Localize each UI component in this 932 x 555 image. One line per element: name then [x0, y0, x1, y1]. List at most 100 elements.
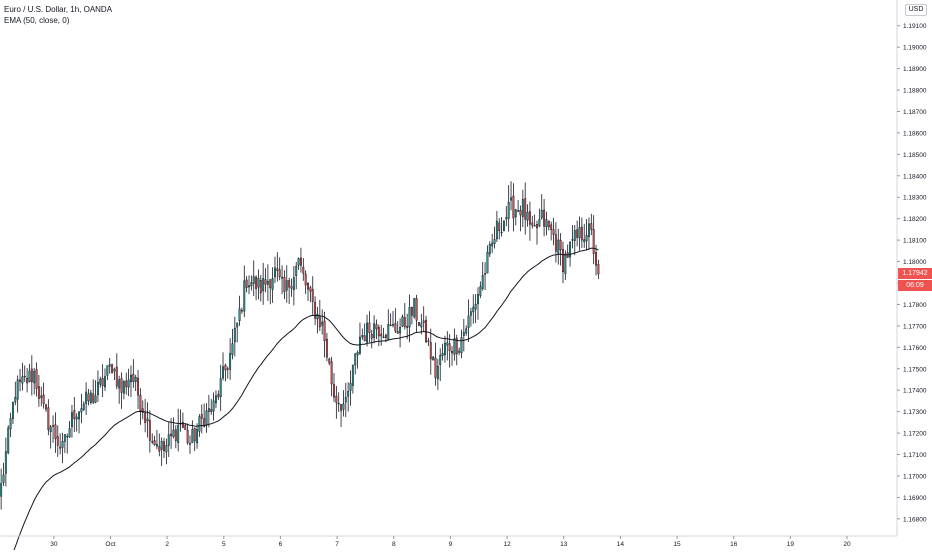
candle	[472, 294, 475, 324]
price-tick-label: 1.17100	[903, 452, 927, 459]
candle	[0, 468, 3, 510]
candle	[519, 205, 522, 232]
candle	[533, 214, 536, 227]
candle	[148, 410, 151, 453]
candle	[259, 274, 262, 302]
candle	[281, 265, 284, 295]
price-tick-label: 1.18600	[903, 130, 927, 137]
time-tick-label: 19	[787, 541, 795, 548]
candle	[132, 359, 135, 388]
candle	[554, 222, 557, 263]
candle	[122, 380, 125, 400]
candle	[285, 265, 288, 303]
candle	[321, 309, 324, 335]
candle	[75, 413, 78, 432]
candle	[299, 247, 302, 273]
candle	[248, 275, 250, 295]
candle	[118, 375, 121, 404]
candle	[358, 322, 361, 356]
candle	[578, 216, 581, 251]
price-tick-label: 1.18400	[903, 173, 927, 180]
candle	[368, 311, 371, 343]
candle	[514, 208, 517, 226]
candle	[361, 328, 364, 340]
candle	[396, 321, 399, 334]
candle	[392, 311, 394, 328]
candle	[61, 432, 64, 464]
candle	[455, 334, 458, 366]
candle	[233, 316, 236, 357]
candle	[189, 435, 191, 454]
price-tick-label: 1.17000	[903, 473, 927, 480]
candle	[521, 189, 524, 228]
candle	[99, 376, 102, 388]
candle	[165, 438, 168, 465]
candle	[250, 275, 253, 291]
candle	[420, 313, 423, 335]
candle	[576, 220, 579, 247]
time-tick-label: 30	[50, 541, 58, 548]
candle	[356, 350, 359, 369]
candle	[170, 418, 173, 449]
candle	[528, 201, 531, 241]
candle	[70, 404, 73, 438]
candle	[276, 252, 279, 282]
price-tick-label: 1.17700	[903, 323, 927, 330]
candle	[134, 374, 137, 392]
candle	[255, 275, 258, 301]
candle	[63, 434, 66, 453]
price-tick-label: 1.18100	[903, 238, 927, 245]
candle	[4, 437, 7, 487]
candle	[226, 366, 229, 379]
candle	[219, 364, 222, 412]
candle	[491, 233, 494, 253]
candle	[238, 295, 241, 326]
candle	[66, 433, 69, 454]
candle	[26, 368, 29, 393]
price-tick-label: 1.18900	[903, 66, 927, 73]
candle	[460, 329, 463, 359]
candle	[229, 338, 232, 380]
candle	[28, 363, 31, 383]
candle	[333, 373, 335, 402]
candle	[113, 367, 116, 381]
candle	[394, 308, 397, 334]
candle	[399, 318, 402, 348]
candle	[155, 430, 158, 450]
candle	[7, 425, 10, 455]
candle	[269, 279, 272, 305]
candle	[252, 260, 255, 297]
candle	[349, 370, 352, 406]
candle	[163, 437, 165, 459]
candle	[462, 318, 465, 352]
candle	[292, 265, 295, 306]
candle	[295, 261, 298, 290]
candle	[418, 322, 420, 327]
candle	[49, 425, 52, 449]
candle	[512, 183, 515, 232]
candle	[45, 403, 47, 412]
candle	[85, 382, 88, 415]
candle	[177, 408, 180, 452]
candle	[193, 427, 196, 452]
candles	[0, 181, 600, 510]
candle	[337, 392, 340, 412]
candle	[562, 241, 564, 284]
candle	[592, 215, 595, 265]
candle	[158, 433, 161, 457]
symbol-title: Euro / U.S. Dollar, 1h, OANDA	[4, 5, 113, 14]
candle	[370, 329, 373, 349]
candle	[207, 394, 210, 428]
candle	[363, 323, 366, 342]
time-tick-label: 6	[279, 541, 283, 548]
candle	[19, 368, 21, 392]
candle	[422, 306, 425, 332]
currency-badge[interactable]: USD	[905, 4, 927, 16]
candle	[380, 324, 383, 346]
candle	[203, 403, 206, 428]
candle	[68, 420, 71, 438]
candle	[425, 315, 428, 344]
candle	[566, 244, 569, 259]
